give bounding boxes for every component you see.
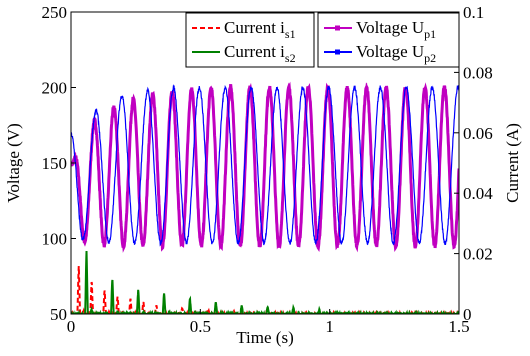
legend-voltage-label-subscript: p1	[424, 27, 436, 41]
y-right-tick-label: 0.02	[463, 245, 493, 264]
y-right-tick-label: 0.1	[463, 3, 484, 22]
y-left-tick-label: 150	[42, 154, 68, 173]
x-axis-label: Time (s)	[236, 328, 293, 347]
legend-voltage-marker	[335, 25, 340, 31]
legend-voltage-marker	[335, 49, 340, 55]
y-right-tick-label: 0.08	[463, 63, 493, 82]
series-line-2	[71, 84, 459, 247]
legend-voltage-box	[317, 12, 460, 68]
legend-current-label: Current is1	[224, 18, 296, 41]
x-tick-label: 0.5	[190, 317, 211, 336]
y-left-tick-label: 100	[42, 230, 68, 249]
legend-voltage-label-text: Voltage U	[356, 18, 424, 37]
legend-voltage-label-text: Voltage U	[356, 42, 424, 61]
ticks-layer: 0 0.5 1 1.5 50 100 150 200 250 0 0.02 0.04 0.06 0.08 0…	[42, 3, 494, 336]
legend-current-box	[185, 12, 315, 68]
legend-current-label: Current is2	[224, 42, 296, 65]
legend-current-label-text: Current i	[224, 18, 285, 37]
y-right-tick-label: 0.04	[463, 184, 493, 203]
legend-voltage-label: Voltage Up1	[356, 18, 436, 41]
x-tick-label: 1.5	[448, 317, 469, 336]
y-right-tick-label: 0	[463, 305, 472, 324]
legend-current-label-subscript: s1	[285, 27, 296, 41]
legend-current-label-subscript: s2	[285, 51, 296, 65]
y-right-tick-label: 0.06	[463, 124, 493, 143]
y-left-tick-label: 200	[42, 79, 68, 98]
legend-voltage-label: Voltage Up2	[356, 42, 436, 65]
x-tick-label: 0	[67, 317, 76, 336]
x-tick-label: 1	[325, 317, 334, 336]
legend-current-label-text: Current i	[224, 42, 285, 61]
legend-voltage-label-subscript: p2	[424, 51, 436, 65]
y-left-tick-label: 250	[42, 3, 68, 22]
y-axis-label-left: Voltage (V)	[4, 123, 23, 202]
y-left-tick-label: 50	[50, 305, 67, 324]
y-axis-label-right: Current (A)	[503, 123, 522, 203]
